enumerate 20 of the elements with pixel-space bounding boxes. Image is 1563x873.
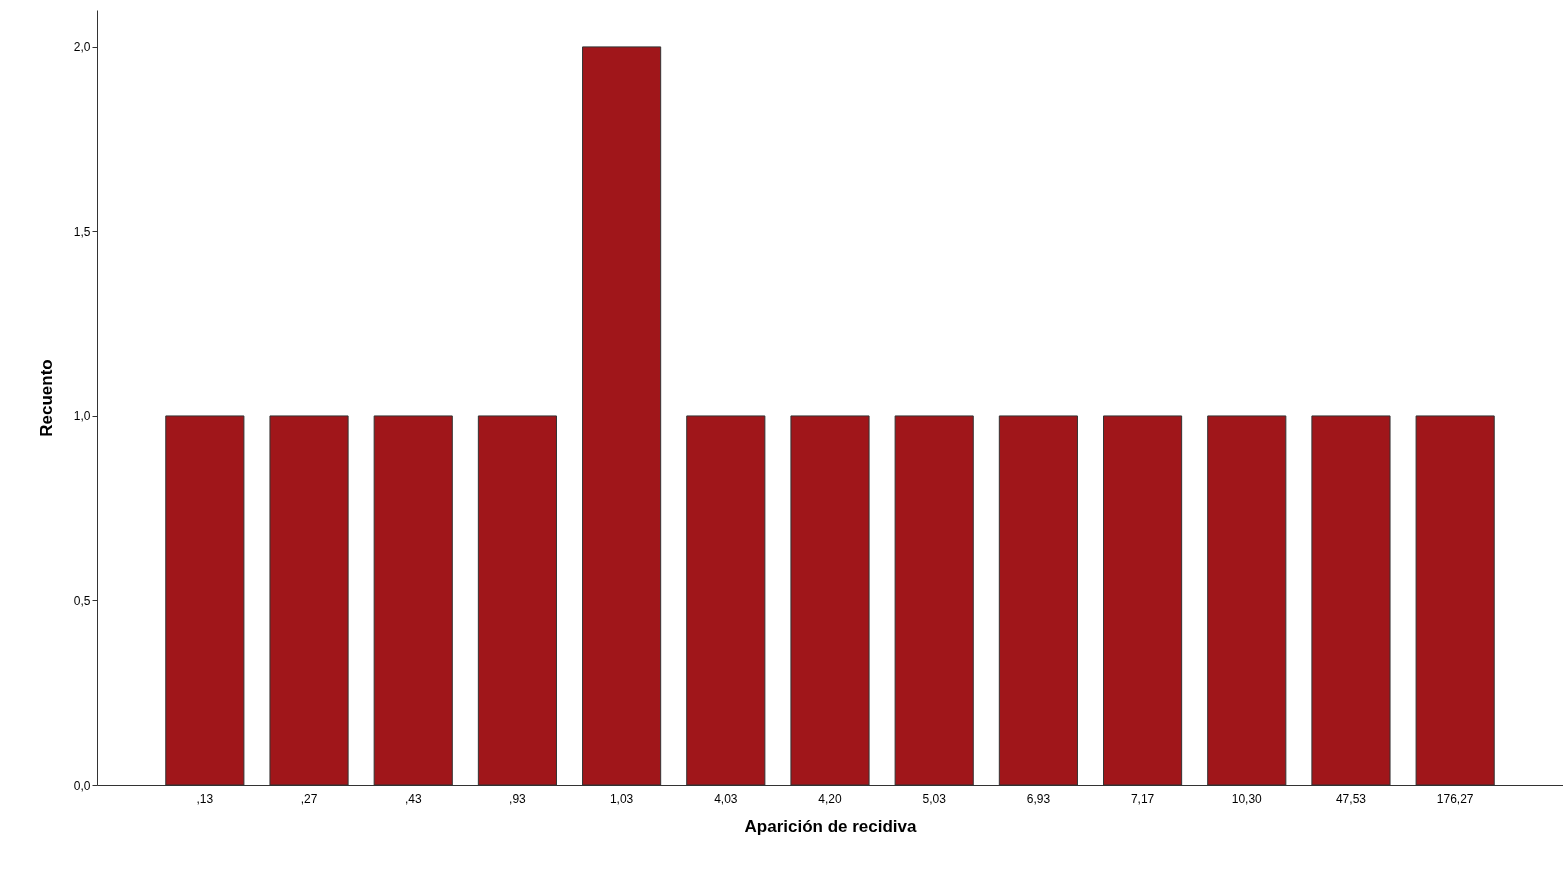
x-tick-label: 7,17: [1130, 791, 1155, 806]
y-tick-label: 2,0: [73, 40, 91, 55]
y-axis-title: Recuento: [36, 359, 56, 437]
x-tick-label: 4,03: [714, 791, 738, 806]
y-tick-label: 1,0: [73, 409, 91, 424]
x-tick-label: 10,30: [1231, 791, 1263, 806]
y-tick-label: 1,5: [73, 224, 91, 239]
x-tick-label: 4,20: [818, 791, 842, 806]
x-tick-label: 47,53: [1335, 791, 1367, 806]
x-tick-label: ,27: [300, 791, 318, 806]
y-tick-label: 0,5: [73, 593, 91, 608]
x-tick-label: 176,27: [1436, 791, 1474, 806]
x-axis-title: Aparición de recidiva: [744, 816, 918, 836]
y-tick-label: 0,0: [73, 778, 91, 793]
x-tick-label: ,13: [196, 791, 214, 806]
x-tick-label: ,93: [509, 791, 527, 806]
x-tick-label: ,43: [404, 791, 422, 806]
x-tick-label: 1,03: [609, 791, 634, 806]
x-tick-label: 5,03: [922, 791, 947, 806]
x-tick-label: 6,93: [1026, 791, 1051, 806]
